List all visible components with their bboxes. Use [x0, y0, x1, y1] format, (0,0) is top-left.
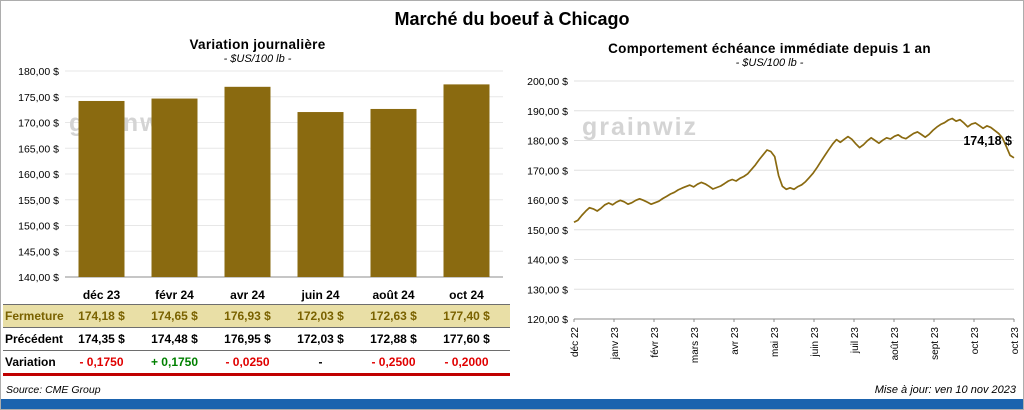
- variation-value: - 0,2500: [371, 355, 416, 369]
- variation-value: -: [318, 355, 323, 369]
- table-row-close: Fermeture 174,18 $ 174,65 $ 176,93 $ 172,03 …: [3, 305, 510, 328]
- y-tick-label: 170,00 $: [527, 165, 568, 177]
- x-tick-label: mai 23: [770, 327, 781, 357]
- daily-variation-bar-chart: 140,00 $ 145,00 $ 150,00 $ 155,00 $ 160,00 $…: [18, 66, 503, 283]
- month-header-row: déc 23 févr 24 avr 24 juin 24 août 24 oct 24: [3, 285, 510, 305]
- y-tick-label: 160,00 $: [527, 195, 568, 207]
- variation-value: - 0,2000: [444, 355, 489, 369]
- x-tick-label: janv 23: [610, 327, 621, 361]
- x-tick-label: avr 23: [730, 327, 741, 355]
- y-tick-label: 180,00 $: [18, 66, 59, 78]
- y-tick-label: 160,00 $: [18, 169, 59, 181]
- x-tick-label: oct 23: [1010, 327, 1021, 355]
- row-label: Fermeture: [5, 309, 64, 323]
- month-label: oct 24: [449, 287, 484, 302]
- y-tick-label: 200,00 $: [527, 76, 568, 88]
- close-value: 177,40 $: [443, 309, 490, 323]
- line-chart-subtitle: - $US/100 lb -: [735, 57, 804, 69]
- x-tick-label: oct 23: [970, 327, 981, 355]
- price-table: déc 23 févr 24 avr 24 juin 24 août 24 oct 24 F…: [3, 285, 510, 376]
- y-tick-label: 150,00 $: [18, 221, 59, 233]
- bar-juin 24: [297, 112, 344, 277]
- bar-août 24: [370, 108, 417, 277]
- bar-chart-title: Variation journalière: [189, 37, 326, 52]
- x-tick-label: juin 23: [810, 327, 821, 358]
- previous-value: 176,95 $: [224, 332, 271, 346]
- x-tick-label: août 23: [890, 327, 901, 361]
- watermark: grainwiz: [582, 113, 698, 141]
- previous-value: 174,48 $: [151, 332, 198, 346]
- line-chart-title: Comportement échéance immédiate depuis 1…: [608, 41, 931, 56]
- y-tick-label: 175,00 $: [18, 92, 59, 104]
- source-note: Source: CME Group: [6, 384, 101, 396]
- x-tick-label: déc 22: [570, 327, 581, 357]
- close-value: 176,93 $: [224, 309, 271, 323]
- y-tick-label: 130,00 $: [527, 284, 568, 296]
- bar-févr 24: [151, 98, 198, 277]
- previous-value: 172,88 $: [370, 332, 417, 346]
- y-tick-label: 150,00 $: [527, 225, 568, 237]
- y-tick-label: 190,00 $: [527, 106, 568, 118]
- month-label: avr 24: [230, 287, 265, 302]
- previous-value: 177,60 $: [443, 332, 490, 346]
- daily-variation-panel: Variation journalière - $US/100 lb - 140…: [3, 37, 512, 376]
- updated-note: Mise à jour: ven 10 nov 2023: [874, 384, 1016, 396]
- bar-chart-subtitle: - $US/100 lb -: [223, 53, 292, 65]
- close-value: 174,65 $: [151, 309, 198, 323]
- x-tick-label: sept 23: [930, 327, 941, 360]
- y-tick-label: 165,00 $: [18, 143, 59, 155]
- previous-value: 174,35 $: [78, 332, 125, 346]
- variation-value: - 0,1750: [79, 355, 124, 369]
- one-year-panel: Comportement échéance immédiate depuis 1…: [516, 41, 1023, 375]
- variation-value: - 0,0250: [225, 355, 270, 369]
- month-label: févr 24: [155, 287, 194, 302]
- x-tick-label: juil 23: [850, 327, 861, 355]
- month-label: août 24: [372, 287, 415, 302]
- x-tick-label: févr 23: [650, 327, 661, 358]
- y-tick-label: 180,00 $: [527, 136, 568, 148]
- table-row-variation: Variation - 0,1750 + 0,1750 - 0,0250 - - 0,25…: [3, 351, 510, 376]
- row-label: Variation: [5, 355, 56, 369]
- bar-oct 24: [443, 84, 490, 277]
- y-tick-label: 120,00 $: [527, 314, 568, 326]
- x-tick-label: mars 23: [690, 327, 701, 364]
- close-value: 172,63 $: [370, 309, 417, 323]
- close-value: 174,18 $: [78, 309, 125, 323]
- month-label: juin 24: [301, 287, 340, 302]
- y-tick-label: 145,00 $: [18, 246, 59, 258]
- price-line: [573, 117, 1015, 224]
- y-tick-label: 140,00 $: [527, 255, 568, 267]
- bar-déc 23: [78, 100, 125, 278]
- y-tick-label: 170,00 $: [18, 118, 59, 130]
- y-tick-label: 140,00 $: [18, 272, 59, 283]
- close-value: 172,03 $: [297, 309, 344, 323]
- previous-value: 172,03 $: [297, 332, 344, 346]
- page-title: Marché du boeuf à Chicago: [394, 9, 630, 29]
- bottom-accent-bar: [1, 399, 1023, 409]
- y-tick-label: 155,00 $: [18, 195, 59, 207]
- bar-avr 24: [224, 86, 271, 277]
- row-label: Précédent: [5, 332, 64, 346]
- month-label: déc 23: [82, 287, 121, 302]
- last-price-label: 174,18 $: [963, 134, 1012, 148]
- variation-value: + 0,1750: [150, 355, 199, 369]
- table-row-previous: Précédent 174,35 $ 174,48 $ 176,95 $ 172,03 …: [3, 328, 510, 351]
- one-year-line-chart: 120,00 $ 130,00 $ 140,00 $ 150,00 $ 160,00 $…: [527, 76, 1021, 364]
